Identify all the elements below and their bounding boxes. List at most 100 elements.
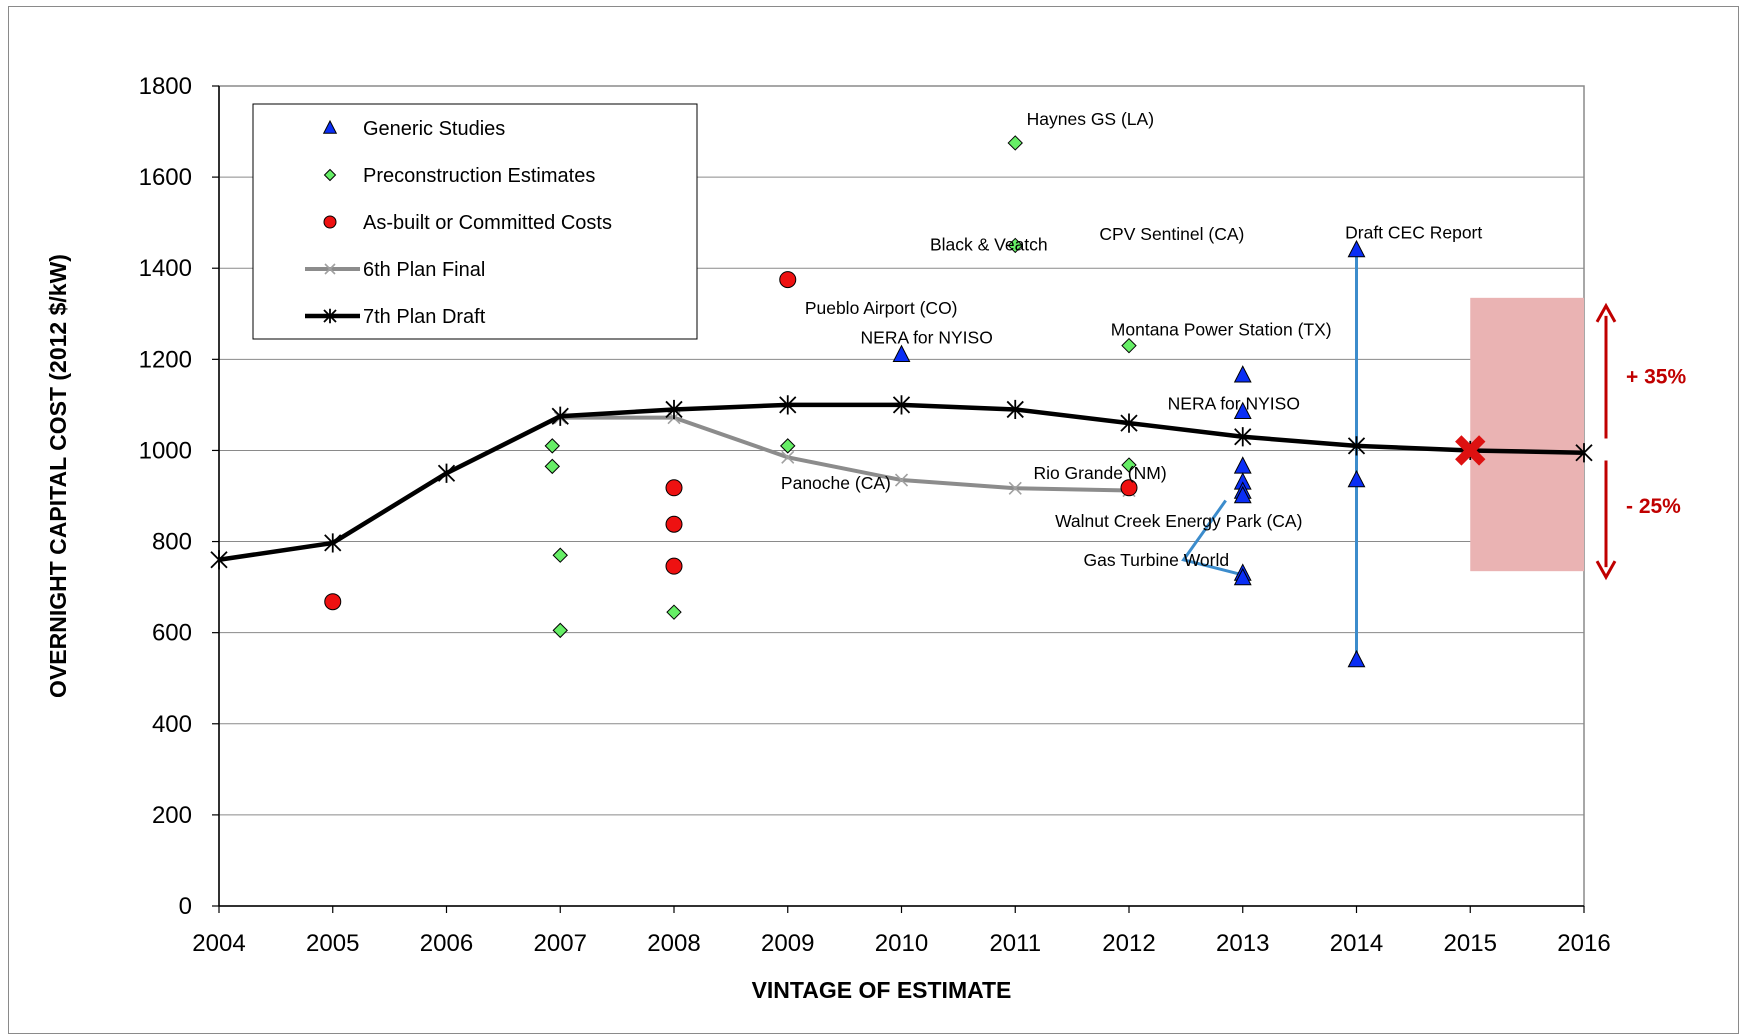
generic-study-marker	[1233, 567, 1252, 586]
x-tick-label: 2005	[306, 930, 359, 957]
preconstruction-marker	[1121, 337, 1137, 354]
y-tick-label: 400	[152, 711, 192, 738]
y-tick-label: 1600	[139, 164, 192, 191]
data-markers	[324, 135, 1486, 668]
preconstruction-marker	[1007, 237, 1023, 254]
annotation-black-veatch: Black & Veatch	[930, 235, 1048, 255]
axes: 0 200 400 600 800 1000 1200 1400 1600 1800 2004 200…	[139, 73, 1611, 957]
seventh-plan-marker	[665, 399, 683, 420]
preconstruction-marker	[552, 622, 568, 639]
x-tick-label: 2010	[875, 930, 928, 957]
y-tick-label: 200	[152, 802, 192, 829]
seventh-plan-line	[218, 402, 1585, 563]
seventh-plan-marker	[437, 463, 456, 483]
generic-study-marker	[1347, 649, 1366, 668]
annotation-cpv-sentinel: CPV Sentinel (CA)	[1099, 224, 1244, 244]
y-tick-label: 0	[179, 893, 192, 920]
legend-swatch-seventh-plan-marker	[323, 308, 337, 324]
y-tick-label: 1800	[139, 73, 192, 100]
generic-study-marker	[1233, 365, 1252, 383]
seventh-plan-marker	[1347, 436, 1366, 456]
range-arrow-down-head	[1595, 560, 1617, 581]
as-built-marker	[779, 271, 797, 289]
annotation-nera-2010: NERA for NYISO	[861, 327, 993, 347]
seventh-plan-marker	[1006, 399, 1024, 420]
x-tick-label: 2007	[534, 930, 587, 957]
seventh-plan-marker	[1575, 443, 1593, 463]
annotation-montana: Montana Power Station (TX)	[1111, 320, 1332, 340]
legend-label-as_built: As-built or Committed Costs	[363, 212, 612, 234]
x-tick-label: 2012	[1102, 930, 1155, 957]
x-tick-label: 2009	[761, 930, 814, 957]
annotation-panoche: Panoche (CA)	[781, 473, 891, 493]
legend-swatch-generic-studies	[322, 119, 338, 134]
preconstruction-marker	[666, 604, 682, 620]
x-tick-label: 2016	[1557, 930, 1610, 957]
y-tick-label: 600	[152, 620, 192, 647]
y-tick-label: 1000	[139, 437, 192, 464]
annotations: Haynes GS (LA) Black & Veatch CPV Sentinel…	[781, 109, 1482, 570]
gas-turbine-connector	[1181, 499, 1241, 576]
preconstruction-marker	[544, 438, 560, 454]
x-axis-title: VINTAGE OF ESTIMATE	[752, 977, 1012, 1003]
generic-study-marker	[1347, 469, 1366, 488]
generic-study-marker	[1233, 456, 1252, 474]
legend-label-generic_studies: Generic Studies	[363, 118, 505, 140]
legend-label-preconstruction: Preconstruction Estimates	[363, 165, 595, 187]
legend-swatch-as-built	[323, 215, 337, 229]
as-built-marker	[665, 515, 683, 533]
annotation-rio-grande: Rio Grande (NM)	[1033, 463, 1166, 483]
y-tick-label: 800	[152, 529, 192, 556]
annotation-gas-turbine: Gas Turbine World	[1084, 550, 1230, 570]
x-tick-label: 2013	[1216, 930, 1269, 957]
uncertainty-band-group: + 35% - 25%	[1470, 297, 1686, 581]
annotation-haynes: Haynes GS (LA)	[1027, 109, 1154, 129]
seventh-plan-marker	[779, 395, 797, 415]
as-built-marker	[324, 593, 342, 611]
sixth-plan-marker	[1008, 481, 1022, 495]
generic-study-marker	[1347, 239, 1366, 258]
generic-study-marker	[1233, 401, 1252, 419]
x-tick-label: 2008	[647, 930, 700, 957]
seventh-plan-marker	[210, 550, 228, 570]
generic-study-marker	[1233, 485, 1252, 504]
seventh-plan-marker	[1120, 413, 1138, 433]
x-tick-label: 2004	[192, 930, 245, 957]
x-tick-label: 2014	[1330, 930, 1383, 957]
seventh-plan-marker	[551, 406, 569, 426]
x-tick-label: 2011	[989, 930, 1041, 957]
y-tick-label: 1200	[139, 346, 192, 373]
preconstruction-marker	[544, 458, 560, 475]
as-built-marker	[1120, 479, 1138, 497]
seventh-plan-marker	[324, 533, 342, 553]
x-tick-label: 2006	[420, 930, 473, 957]
generic-study-marker	[892, 344, 911, 363]
x-tick-label: 2015	[1444, 930, 1497, 957]
legend-swatch-sixth-plan-marker	[324, 263, 336, 275]
y-axis-title: OVERNIGHT CAPITAL COST (2012 $/kW)	[45, 254, 71, 698]
annotation-pueblo: Pueblo Airport (CO)	[805, 298, 958, 318]
sixth-plan-line	[560, 415, 1130, 493]
legend-label-seventh_plan: 7th Plan Draft	[363, 306, 486, 328]
seventh-plan-marker	[1234, 427, 1252, 447]
legend-label-sixth_plan: 6th Plan Final	[363, 259, 485, 281]
range-label-up: + 35%	[1626, 365, 1686, 388]
seventh-plan-marker	[892, 395, 911, 415]
sixth-plan-marker	[781, 450, 795, 464]
annotation-walnut-creek: Walnut Creek Energy Park (CA)	[1055, 511, 1302, 531]
preconstruction-marker	[1007, 135, 1023, 151]
preconstruction-marker	[1121, 457, 1137, 473]
annotation-draft-cec: Draft CEC Report	[1345, 223, 1482, 243]
preconstruction-marker	[780, 438, 796, 454]
as-built-marker	[665, 557, 683, 575]
legend-swatch-preconstruction	[323, 168, 337, 182]
range-arrow-up-head	[1595, 302, 1617, 323]
legend: Generic Studies Preconstruction Estimates…	[252, 103, 698, 340]
point-estimate-2015-marker	[1455, 435, 1486, 466]
y-tick-label: 1400	[139, 255, 192, 282]
uncertainty-band	[1470, 297, 1584, 572]
plan-lines	[210, 250, 1593, 660]
annotation-nera-2013: NERA for NYISO	[1168, 394, 1300, 414]
preconstruction-marker	[552, 547, 568, 563]
